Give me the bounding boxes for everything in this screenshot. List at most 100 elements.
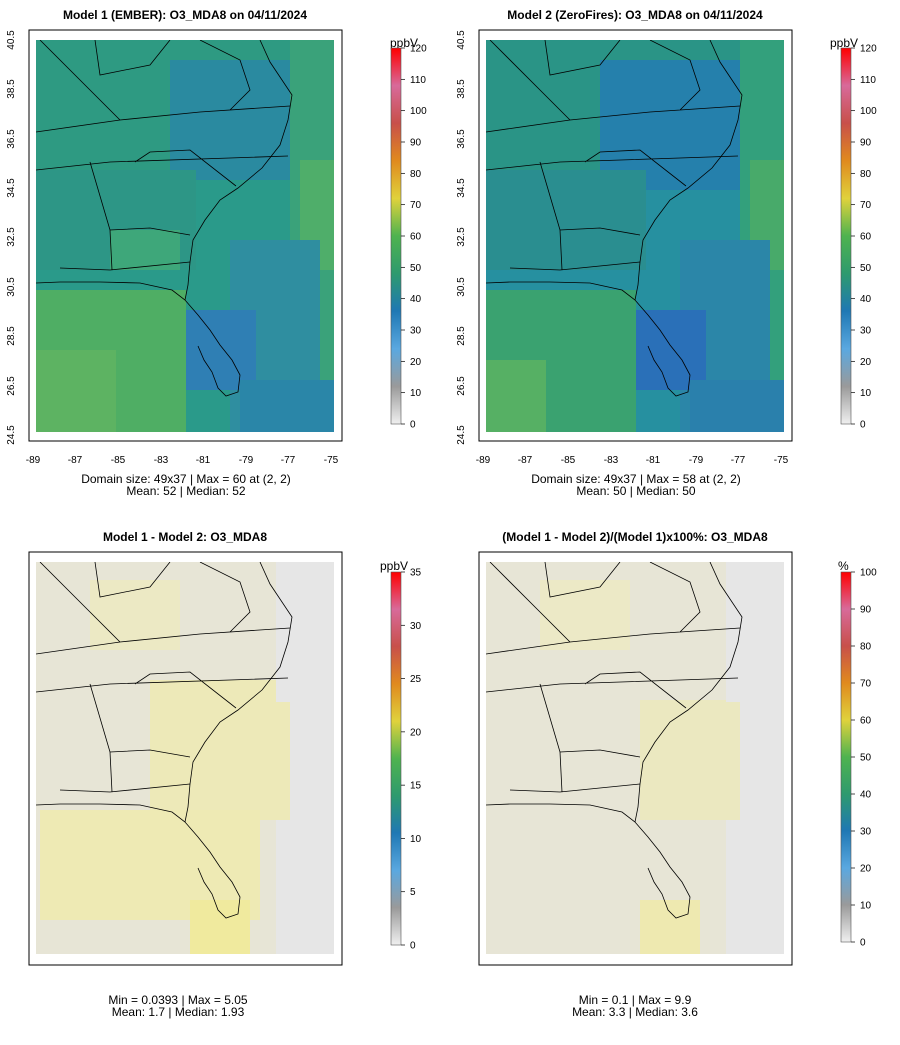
colorbar-tick-label: 40 bbox=[860, 790, 872, 801]
y-tick-label: 34.5 bbox=[6, 178, 17, 198]
x-tick-label: -79 bbox=[239, 455, 254, 466]
heatmap-cell bbox=[690, 380, 784, 432]
colorbar-tick-label: 30 bbox=[860, 326, 872, 337]
state-border bbox=[36, 562, 291, 793]
coastline bbox=[486, 40, 743, 397]
colorbar-tick-label: 100 bbox=[860, 568, 877, 579]
heatmap-cell bbox=[276, 562, 334, 702]
panel-percent-stat-line1: Min = 0.1 | Max = 9.9 bbox=[579, 993, 692, 1007]
heatmap-cell bbox=[636, 310, 706, 390]
colorbar-tick-label: 60 bbox=[860, 232, 872, 243]
colorbar-tick-label: 80 bbox=[410, 169, 422, 180]
panel-model2-frame bbox=[478, 29, 793, 442]
panel-model1-heatmap bbox=[36, 40, 334, 432]
y-tick-label: 26.5 bbox=[456, 376, 467, 396]
heatmap-cell bbox=[640, 900, 700, 954]
heatmap-cell bbox=[600, 60, 740, 190]
x-tick-label: -77 bbox=[731, 455, 746, 466]
panel-model2-map-lines bbox=[486, 40, 743, 397]
x-tick-label: -83 bbox=[604, 455, 619, 466]
panel-difference-title: Model 1 - Model 2: O3_MDA8 bbox=[103, 530, 267, 544]
colorbar-tick-label: 15 bbox=[410, 781, 422, 792]
colorbar-tick-label: 10 bbox=[860, 388, 872, 399]
y-tick-label: 38.5 bbox=[6, 79, 17, 99]
colorbar-unit-label: % bbox=[838, 559, 849, 573]
colorbar-tick-label: 30 bbox=[410, 621, 422, 632]
colorbar-tick-label: 70 bbox=[410, 200, 422, 211]
colorbar-tick-label: 0 bbox=[860, 938, 866, 949]
panel-difference-frame bbox=[28, 551, 343, 966]
colorbar-tick-label: 50 bbox=[410, 263, 422, 274]
y-tick-label: 28.5 bbox=[6, 326, 17, 346]
colorbar-tick-label: 40 bbox=[860, 294, 872, 305]
colorbar-tick-label: 90 bbox=[410, 138, 422, 149]
colorbar-tick-label: 20 bbox=[410, 357, 422, 368]
y-tick-label: 26.5 bbox=[6, 376, 17, 396]
colorbar-tick-label: 35 bbox=[410, 568, 422, 579]
colorbar-gradient bbox=[841, 572, 851, 942]
state-border bbox=[36, 40, 291, 271]
panel-model1-title: Model 1 (EMBER): O3_MDA8 on 04/11/2024 bbox=[63, 8, 307, 22]
coastline bbox=[486, 562, 743, 919]
colorbar-tick-label: 25 bbox=[410, 674, 422, 685]
panel-model2-heatmap bbox=[486, 40, 784, 432]
y-tick-label: 32.5 bbox=[456, 227, 467, 247]
colorbar-tick-label: 30 bbox=[410, 326, 422, 337]
heatmap-cell bbox=[540, 580, 630, 650]
colorbar-tick-label: 110 bbox=[410, 75, 426, 86]
panel-percent-map-lines bbox=[486, 562, 743, 919]
panel-model1-xaxis: -89 -87 -85 -83 -81 -79 -77 -75 bbox=[26, 455, 339, 466]
colorbar-difference: ppbV 0 5 10 15 20 25 30 35 bbox=[380, 559, 422, 952]
y-tick-label: 24.5 bbox=[6, 425, 17, 445]
colorbar-tick-label: 90 bbox=[860, 138, 872, 149]
x-tick-label: -85 bbox=[111, 455, 126, 466]
colorbar-tick-label: 0 bbox=[410, 420, 416, 431]
x-tick-label: -81 bbox=[646, 455, 661, 466]
colorbar-tick-label: 10 bbox=[410, 388, 422, 399]
colorbar-tick-label: 100 bbox=[410, 106, 427, 117]
panel-percent-title: (Model 1 - Model 2)/(Model 1)x100%: O3_M… bbox=[502, 530, 768, 544]
colorbar-tick-label: 60 bbox=[860, 716, 872, 727]
heatmap-cell bbox=[190, 900, 250, 954]
state-border bbox=[486, 562, 741, 793]
y-tick-label: 30.5 bbox=[6, 277, 17, 297]
colorbar-tick-label: 40 bbox=[410, 294, 422, 305]
colorbar-tick-label: 100 bbox=[860, 106, 877, 117]
y-tick-label: 40.5 bbox=[6, 30, 17, 50]
panel-percent-frame bbox=[478, 551, 793, 966]
heatmap-cell bbox=[726, 562, 784, 702]
heatmap-cell bbox=[36, 350, 116, 432]
heatmap-cell bbox=[90, 580, 180, 650]
colorbar-tick-label: 120 bbox=[860, 44, 877, 55]
y-tick-label: 32.5 bbox=[6, 227, 17, 247]
y-tick-label: 28.5 bbox=[456, 326, 467, 346]
colorbar-tick-label: 30 bbox=[860, 827, 872, 838]
panel-model2-stat-line2: Mean: 50 | Median: 50 bbox=[576, 484, 696, 498]
panel-percent-heatmap bbox=[486, 562, 784, 954]
colorbar-gradient bbox=[391, 48, 401, 424]
colorbar-tick-label: 20 bbox=[860, 357, 872, 368]
y-tick-label: 34.5 bbox=[456, 178, 467, 198]
heatmap-cell bbox=[640, 700, 740, 820]
panel-model1-frame bbox=[28, 29, 343, 442]
heatmap-cell bbox=[486, 360, 546, 432]
colorbar-tick-label: 50 bbox=[860, 753, 872, 764]
panel-difference-stat-line2: Mean: 1.7 | Median: 1.93 bbox=[112, 1005, 245, 1019]
panel-model2-title: Model 2 (ZeroFires): O3_MDA8 on 04/11/20… bbox=[507, 8, 763, 22]
colorbar-tick-label: 50 bbox=[860, 263, 872, 274]
x-tick-label: -89 bbox=[26, 455, 41, 466]
coastline bbox=[36, 562, 293, 919]
colorbar-tick-label: 10 bbox=[410, 834, 422, 845]
x-tick-label: -83 bbox=[154, 455, 169, 466]
state-border bbox=[486, 40, 741, 271]
y-tick-label: 40.5 bbox=[456, 30, 467, 50]
colorbar-model1: ppbV 0 10 20 30 40 50 60 70 80 90 100 110 120 bbox=[390, 36, 427, 431]
colorbar-unit-label: ppbV bbox=[830, 36, 858, 50]
colorbar-frame bbox=[390, 571, 402, 946]
x-tick-label: -81 bbox=[196, 455, 211, 466]
colorbar-tick-label: 70 bbox=[860, 679, 872, 690]
colorbar-tick-label: 10 bbox=[860, 901, 872, 912]
y-tick-label: 36.5 bbox=[456, 129, 467, 149]
colorbar-tick-label: 80 bbox=[860, 169, 872, 180]
y-tick-label: 36.5 bbox=[6, 129, 17, 149]
